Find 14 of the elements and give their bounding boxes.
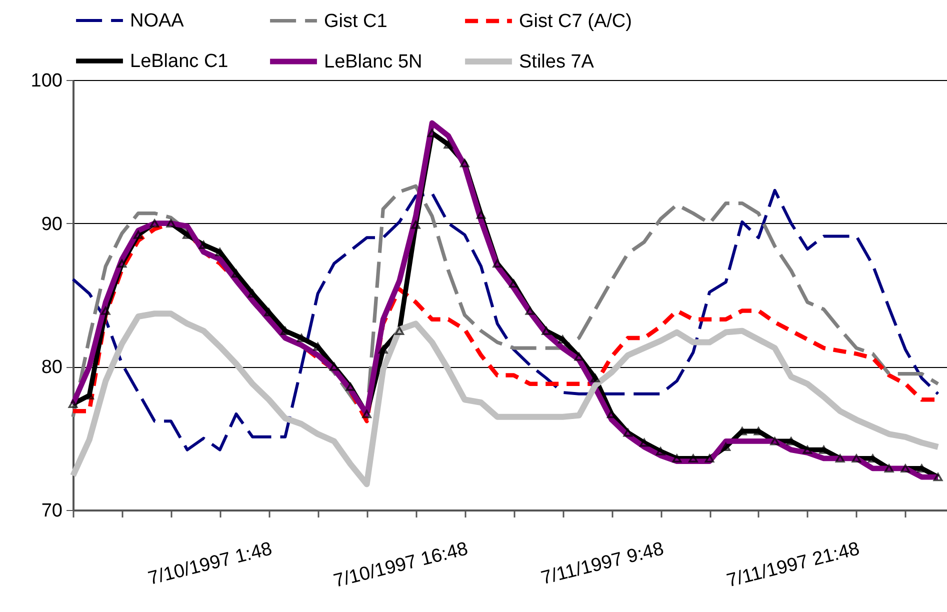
y-tick-label: 90 (41, 214, 62, 235)
x-tick-label: 7/11/1997 21:48 (724, 538, 862, 592)
y-tick-label: 100 (30, 70, 62, 92)
legend-label: LeBlanc 5N (324, 52, 422, 72)
legend-label: LeBlanc C1 (130, 51, 228, 72)
y-tick-label: 70 (41, 500, 62, 522)
legend-label: Gist C1 (324, 10, 388, 32)
x-tick-label: 7/10/1997 16:48 (332, 538, 470, 592)
legend-label: Gist C7 (A/C) (519, 11, 632, 32)
legend-label: Stiles 7A (519, 52, 594, 72)
x-tick-label: 7/11/1997 9:48 (539, 538, 666, 590)
legend-label: NOAA (130, 10, 184, 32)
x-tick-label: 7/10/1997 1:48 (146, 538, 274, 590)
y-tick-label: 80 (41, 357, 62, 378)
